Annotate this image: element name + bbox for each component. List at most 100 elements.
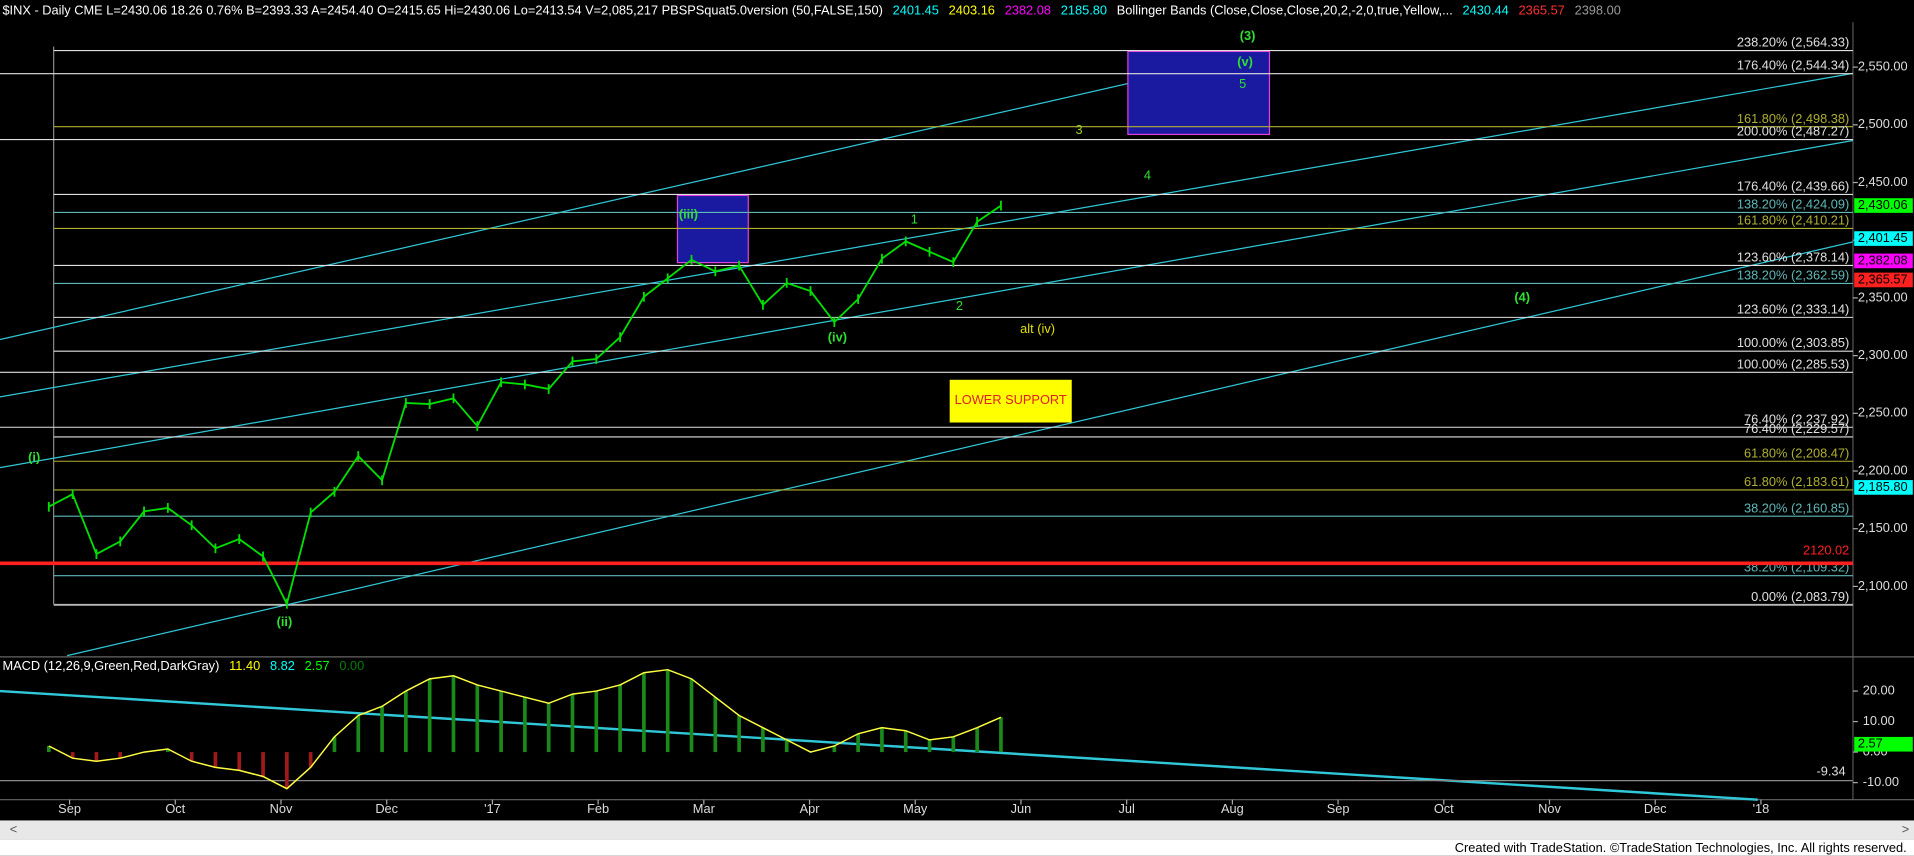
y-tick-label: 2,350.00 (1858, 289, 1908, 304)
wave-label: (iii) (679, 206, 698, 221)
channel-line (0, 139, 1854, 469)
macd-bar (951, 736, 956, 753)
wave-label: (v) (1237, 54, 1253, 69)
wave-label: (iv) (828, 330, 847, 345)
x-tick-label: Sep (1327, 801, 1350, 816)
value-tag (1854, 253, 1913, 269)
header-item: Bollinger Bands (Close,Close,Close,20,2,… (1117, 3, 1453, 18)
wave-label: 5 (1239, 76, 1246, 91)
footer: Created with TradeStation. ©TradeStation… (1455, 840, 1907, 855)
scrollbar[interactable] (0, 820, 1914, 840)
wave-label: (4) (1514, 289, 1530, 304)
y-tick-label: 2,450.00 (1858, 174, 1908, 189)
x-tick-label: Nov (1538, 801, 1561, 816)
macd-bar (570, 694, 575, 753)
scroll-arrow[interactable]: < (10, 822, 17, 837)
macd-bar (832, 745, 837, 753)
support-label: 2120.02 (1803, 542, 1849, 557)
fib-label: 38.20% (2,160.85) (1744, 500, 1849, 515)
fib-label: 100.00% (2,285.53) (1737, 356, 1849, 371)
x-tick-label: Oct (1434, 801, 1454, 816)
x-tick-label: '17 (484, 801, 501, 816)
macd-bar (189, 752, 194, 762)
wave-label: 1 (911, 211, 918, 226)
macd-bar (856, 733, 860, 753)
macd-bar (546, 703, 551, 753)
value-tag-label: 2,382.08 (1858, 252, 1908, 267)
value-tag-label: 2,185.80 (1858, 479, 1908, 494)
value-tag (1854, 198, 1913, 213)
macd-bar (261, 752, 265, 777)
macd-bar (523, 697, 527, 753)
macd-bar (761, 727, 765, 753)
macd-bar (308, 752, 313, 768)
header-item: 2401.45 (893, 3, 939, 18)
x-tick-label: Mar (693, 801, 716, 816)
macd-bar (118, 752, 123, 759)
scroll-arrow[interactable]: > (1902, 822, 1909, 837)
header-item: 2.57 (305, 658, 330, 673)
value-tag (1854, 736, 1913, 752)
macd-bar (213, 752, 218, 768)
macd-bar (689, 678, 694, 753)
fib-label: 0.00% (2,083.79) (1751, 589, 1849, 604)
x-tick-label: Apr (800, 801, 821, 816)
y-tick-label: 2,200.00 (1858, 462, 1908, 477)
macd-bar (285, 752, 289, 789)
fib-label: 76.40% (2,237.92) (1744, 411, 1849, 426)
fib-label: 123.60% (2,378.14) (1737, 250, 1849, 265)
channel-line (0, 72, 1854, 398)
macd-bar (451, 675, 456, 753)
y-tick-label: -10.00 (1863, 774, 1899, 789)
macd-bar (737, 715, 741, 753)
macd-bar (380, 706, 384, 753)
channel-line (0, 50, 1270, 341)
y-tick-label: 2,150.00 (1858, 520, 1908, 535)
value-tag-label: 2.57 (1858, 736, 1883, 751)
x-tick-label: Dec (1644, 801, 1667, 816)
fib-label: 138.20% (2,362.59) (1737, 267, 1849, 282)
x-tick-label: Oct (165, 801, 185, 816)
value-tag (1854, 272, 1913, 288)
trend-channels (0, 50, 1854, 801)
macd-bar (975, 727, 979, 753)
header-item: 2382.08 (1005, 3, 1051, 18)
footer-bg (0, 839, 1914, 856)
x-tick-label: Nov (270, 801, 293, 816)
macd-bar (784, 739, 789, 753)
fib-label: 176.40% (2,439.66) (1737, 179, 1849, 194)
header-item: 2430.44 (1463, 3, 1509, 18)
fib-label: 176.40% (2,544.34) (1737, 58, 1849, 73)
macd-bar (903, 730, 908, 753)
macd-bar (665, 669, 670, 753)
lower-support-label: LOWER SUPPORT (955, 392, 1067, 407)
x-tick-label: Aug (1221, 801, 1244, 816)
macd-bar (880, 727, 884, 753)
macd-bar (594, 691, 599, 753)
macd-trend-line (0, 689, 1758, 801)
fib-label: 161.80% (2,498.38) (1737, 111, 1849, 126)
macd-bar (427, 678, 432, 753)
macd-level-label: -9.34 (1816, 763, 1845, 778)
macd-bar (46, 745, 51, 753)
header-item: 2365.57 (1519, 3, 1565, 18)
x-tick-label: May (903, 801, 928, 816)
target-box (676, 194, 749, 264)
value-tag-label: 2,401.45 (1858, 230, 1908, 245)
lower-support-box (949, 379, 1072, 423)
x-tick-label: Feb (587, 801, 609, 816)
y-tick-label: 2,100.00 (1858, 578, 1908, 593)
header-item: 2403.16 (949, 3, 995, 18)
header-item: 0.00 (339, 658, 364, 673)
y-tick-label: 2,500.00 (1858, 116, 1908, 131)
fib-label: 238.20% (2,564.33) (1737, 35, 1849, 50)
macd-bar (404, 691, 408, 753)
fib-label: 161.80% (2,410.21) (1737, 213, 1849, 228)
fib-label: 61.80% (2,208.47) (1744, 445, 1849, 460)
macd-bar (475, 684, 480, 753)
fib-label: 123.60% (2,333.14) (1737, 301, 1849, 316)
macd-bar (356, 715, 361, 753)
y-tick-label: 2,300.00 (1858, 347, 1908, 362)
y-tick-label: 10.00 (1863, 713, 1895, 728)
